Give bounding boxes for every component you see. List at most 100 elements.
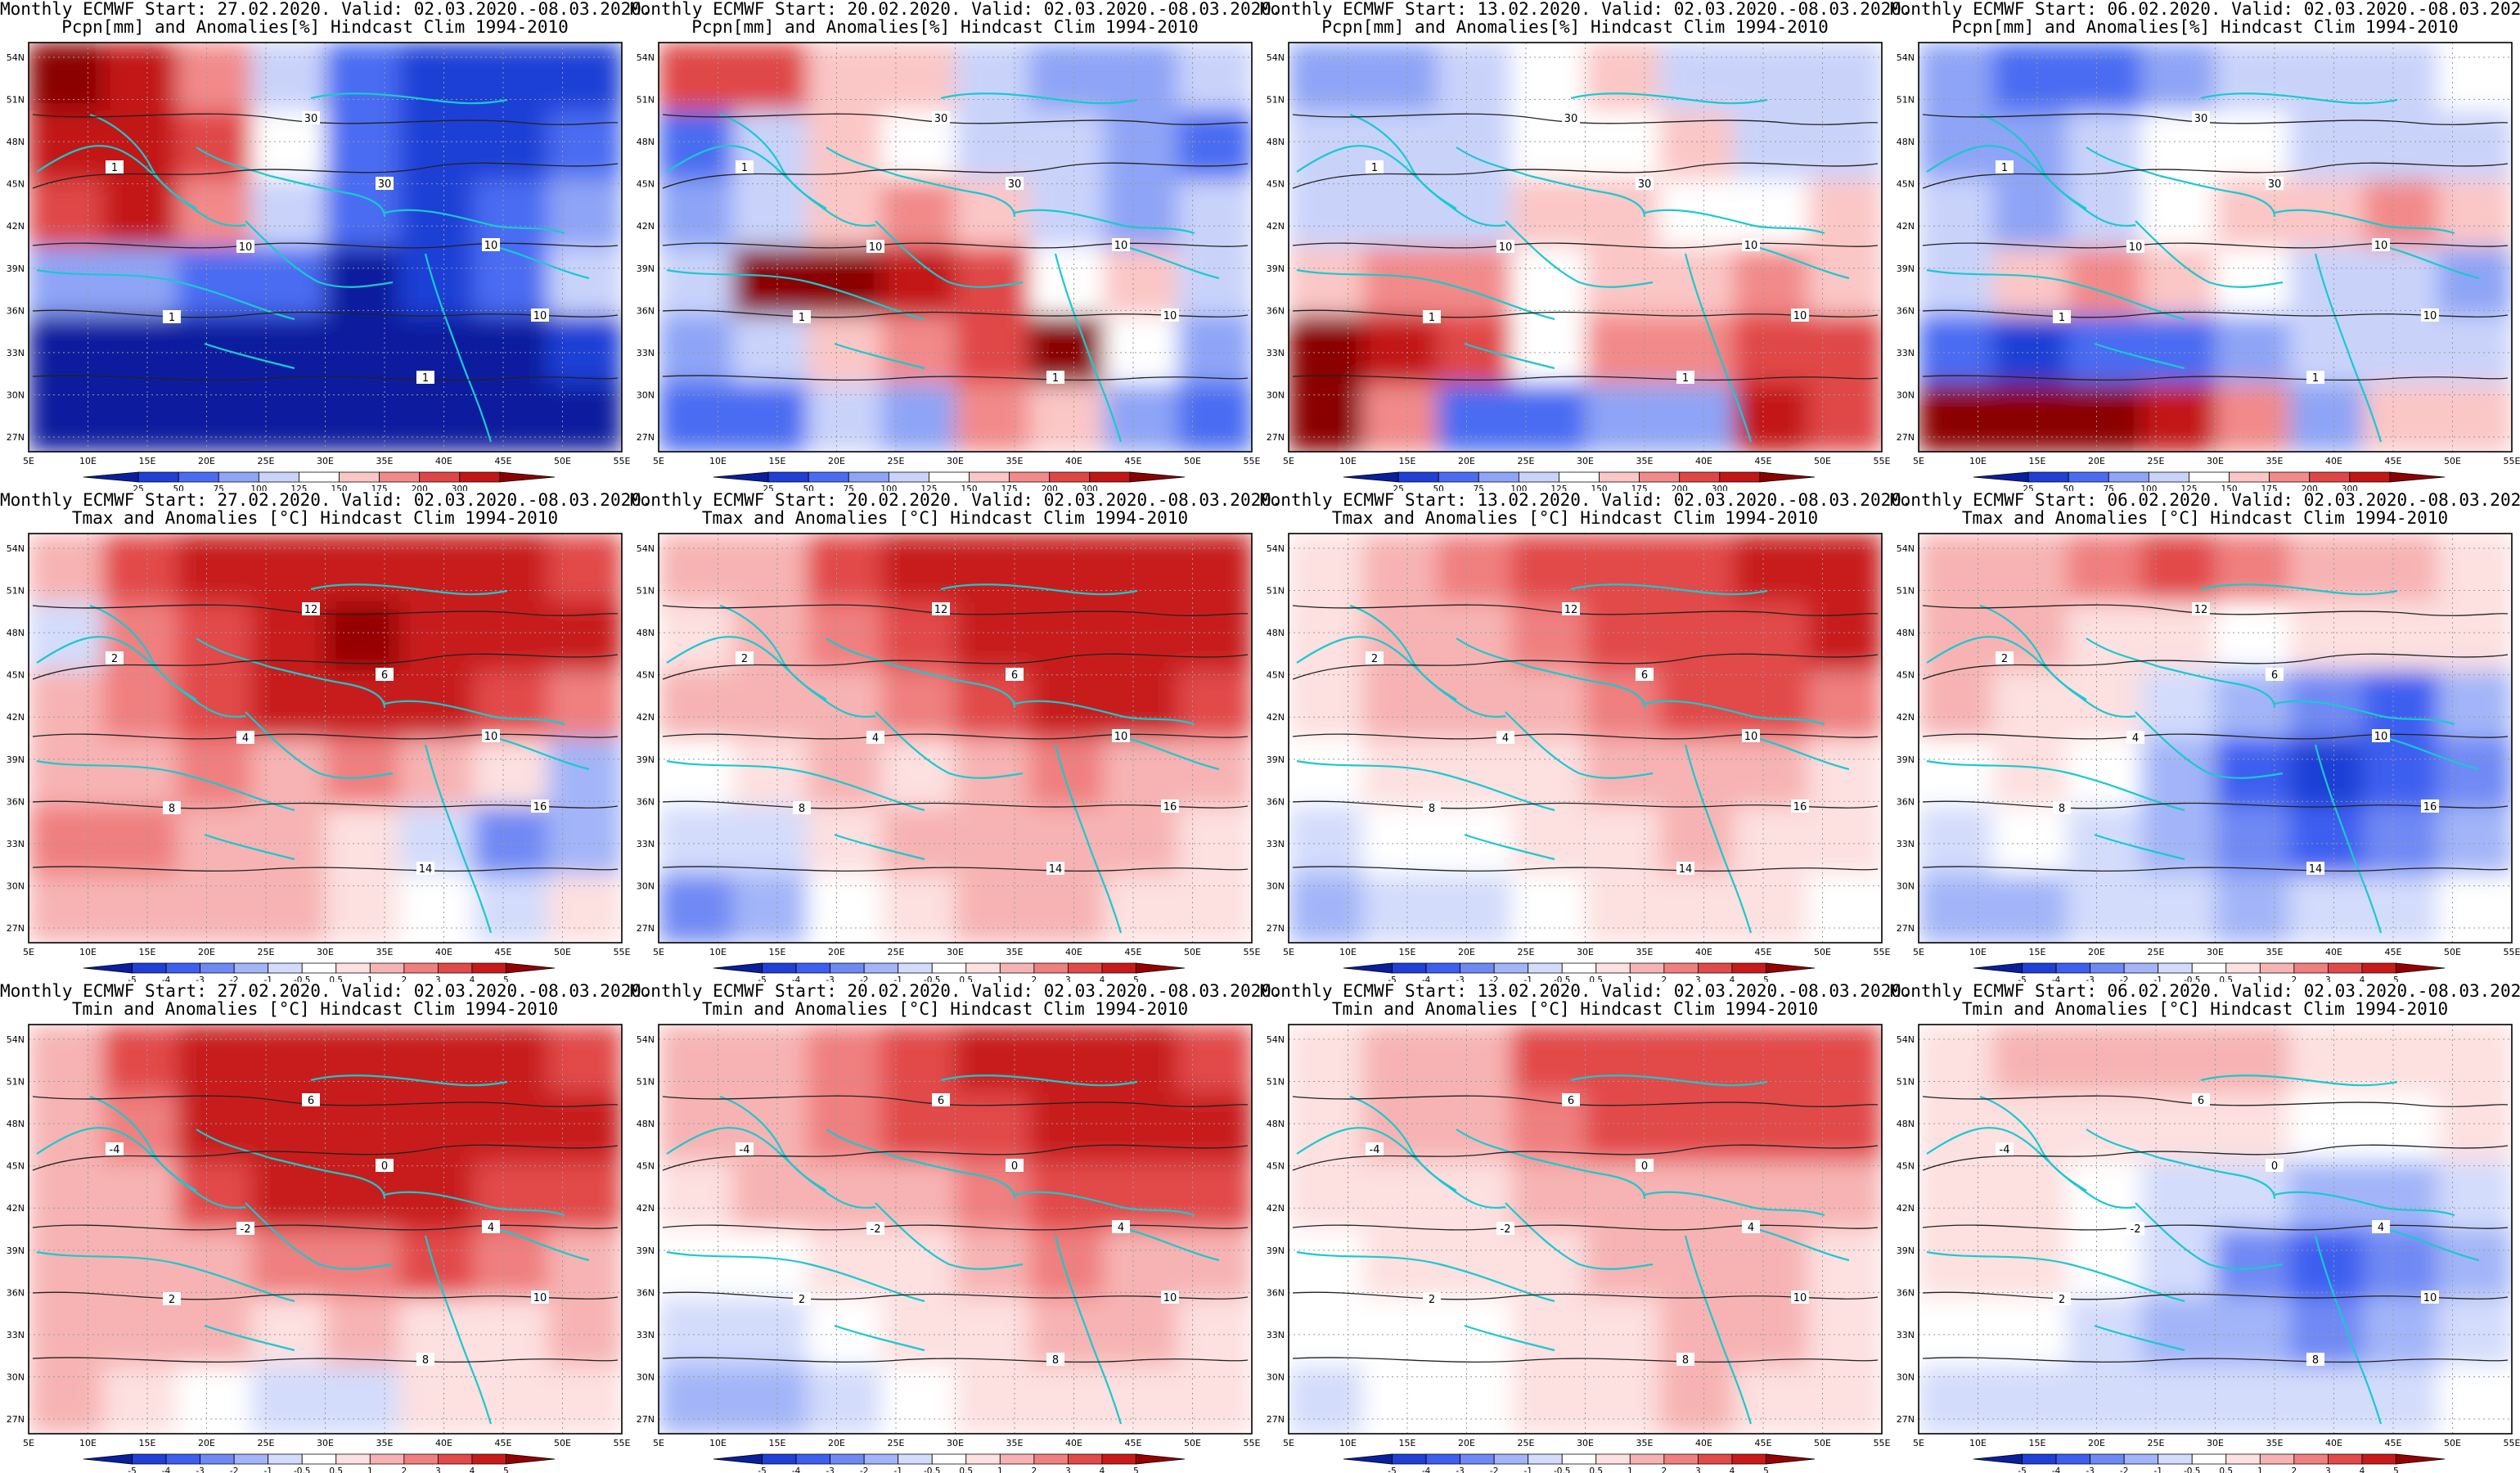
anomaly-cell [732,738,808,807]
longitude-tick-label: 15E [139,456,156,466]
anomaly-cell [1177,534,1252,602]
colorbar-tick-label: 125 [920,484,937,491]
colorbar-tick-label: 2 [1032,975,1037,982]
map-figure: 24681012141654N51N48N45N42N39N36N33N30N2… [637,533,1260,982]
latitude-labels: 54N 51N 48N 45N 42N 39N 36N 33N 30N 27N [7,1034,25,1425]
latitude-labels: 54N 51N 48N 45N 42N 39N 36N 33N 30N 27N [1267,543,1285,934]
anomaly-cell [1362,43,1438,111]
latitude-tick-label: 54N [637,1034,655,1045]
colorbar-tick-label: 50 [173,484,183,491]
longitude-tick-label: 55E [1874,947,1890,957]
anomaly-cell [102,738,178,807]
anomaly-cell [1919,315,1994,385]
anomaly-cell [1437,738,1512,807]
colorbar-swatch [1438,471,1479,483]
map-panel-tmax-1: Monthly ECMWF Start: 27.02.2020. Valid: … [0,491,652,982]
latitude-tick-label: 36N [637,1287,655,1298]
anomaly-cell [1437,383,1512,452]
anomaly-cell [1733,1160,1808,1230]
anomaly-cell [732,315,808,385]
anomaly-cell [732,1160,808,1230]
latitude-tick-label: 51N [1897,95,1915,106]
map-figure: 24681012141654N51N48N45N42N39N36N33N30N2… [7,533,630,982]
anomaly-cell [177,247,252,316]
colorbar-swatch [233,962,269,974]
svg-text:6: 6 [938,1095,944,1107]
anomaly-cell [2215,110,2290,180]
latitude-tick-label: 30N [1897,1372,1915,1382]
latitude-tick-label: 27N [1897,1414,1915,1425]
anomaly-cell [2215,1297,2290,1367]
anomaly-cell [1659,383,1735,452]
contour-label: 16 [1791,800,1809,813]
contour-labels: 1 10 30 1 10 30 1 10 [736,111,1179,385]
contour-lines [1292,113,1879,381]
anomaly-cell [2437,806,2512,876]
colorbar-swatch [898,1453,933,1465]
anomaly-cell [473,669,548,739]
contour-label: 0 [1006,1159,1024,1173]
colorbar-swatch [999,1453,1035,1465]
colorbar-swatch [965,1453,1001,1465]
anomaly-cell [325,315,400,385]
svg-text:10: 10 [1793,1292,1807,1304]
anomaly-cell [1103,315,1178,385]
anomaly-cell [732,383,808,452]
contour-label: 4 [236,731,254,745]
latitude-tick-label: 27N [637,1414,655,1425]
anomaly-cell [2289,874,2365,943]
anomaly-cell [1510,534,1586,602]
anomaly-cell [2215,806,2290,876]
colorbar-swatch [1595,1453,1631,1465]
anomaly-cell [807,669,882,739]
colorbar-tick-label: -4 [1422,1466,1431,1473]
anomaly-cell [1585,1092,1660,1162]
anomaly-cell [880,1229,956,1298]
latitude-labels: 54N 51N 48N 45N 42N 39N 36N 33N 30N 27N [1897,543,1915,934]
contour-label: 0 [376,1159,394,1173]
colorbar-tick-label: 25 [1393,484,1403,491]
colorbar: -5 -4 -3 -2 -1 -0.5 0.5 1 2 3 4 5 [83,1453,556,1473]
anomaly-cell [29,806,104,876]
svg-text:-4: -4 [1370,1144,1380,1156]
anomaly-cell [250,1297,326,1367]
anomaly-cell [250,1160,326,1230]
latitude-tick-label: 54N [1897,52,1915,63]
anomaly-cell [547,178,622,248]
graticule [1289,1025,1882,1434]
anomaly-cell [1919,534,1994,602]
svg-text:10: 10 [1114,731,1128,743]
anomaly-cell [1177,601,1252,671]
latitude-tick-label: 27N [637,432,655,443]
map-figure: 24681012141654N51N48N45N42N39N36N33N30N2… [1897,533,2520,982]
anomaly-cell [1103,178,1178,248]
anomaly-cell [1659,874,1735,943]
panel-subtitle: Tmin and Anomalies [°C] Hindcast Clim 19… [701,999,1189,1019]
longitude-tick-label: 20E [198,456,215,466]
longitude-tick-label: 5E [1283,947,1294,957]
svg-text:0: 0 [2271,1160,2278,1173]
colorbar-tick-label: -4 [2052,975,2061,982]
anomaly-cell [29,1365,104,1434]
colorbar-swatch [83,471,139,483]
anomaly-cell [250,43,326,111]
colorbar-tick-label: -2 [2120,975,2128,982]
anomaly-cell [399,738,475,807]
anomaly-cell [1992,1365,2068,1434]
panel-subtitle: Pcpn[mm] and Anomalies[%] Hindcast Clim … [1951,17,2459,37]
longitude-tick-label: 10E [709,1438,727,1448]
contour-label: 16 [2421,800,2439,813]
longitude-tick-label: 15E [769,1438,786,1448]
latitude-tick-label: 33N [7,839,25,849]
panel-subtitle: Pcpn[mm] and Anomalies[%] Hindcast Clim … [61,17,569,37]
colorbar-tick-label: -1 [1523,975,1532,982]
colorbar-swatch [2259,1453,2295,1465]
anomaly-cell [1510,669,1586,739]
anomaly-cell [1510,178,1586,248]
anomaly-cell [2289,383,2365,452]
anomaly-cell [1733,1229,1808,1298]
longitude-tick-label: 15E [139,1438,156,1448]
longitude-tick-label: 55E [1244,456,1260,466]
anomaly-cell [1362,534,1438,602]
longitude-tick-label: 10E [1969,1438,1987,1448]
